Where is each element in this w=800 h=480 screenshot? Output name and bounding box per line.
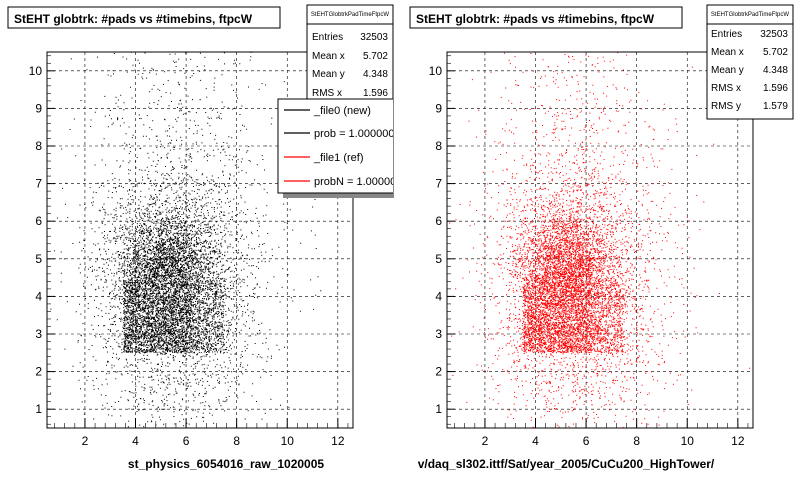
y-tick-label-8: 9: [35, 101, 42, 115]
x-tick-label-5: 12: [731, 434, 745, 448]
left-title: StEHT globtrk: #pads vs #timebins, ftpcW: [14, 12, 253, 26]
y-tick-label-9: 10: [29, 64, 43, 78]
right-stats-label-2: Mean y: [711, 65, 744, 76]
y-tick-label-6: 7: [35, 177, 42, 191]
x-tick-label-0: 2: [82, 434, 89, 448]
y-tick-label-4: 5: [35, 252, 42, 266]
y-tick-label-1: 2: [435, 365, 442, 379]
x-tick-label-4: 10: [281, 434, 295, 448]
right-stats-value-3: 1.596: [763, 83, 788, 94]
x-tick-label-2: 6: [583, 434, 590, 448]
scatter-points-path: [449, 52, 751, 428]
y-tick-label-2: 3: [35, 327, 42, 341]
left-stats-value-3: 1.596: [363, 88, 388, 99]
left-stats-value-2: 4.348: [363, 69, 388, 80]
x-tick-label-5: 12: [331, 434, 345, 448]
x-tick-label-0: 2: [482, 434, 489, 448]
x-tick-label-2: 6: [183, 434, 190, 448]
right-scatter-points: [449, 52, 751, 428]
left-panel: StEHT globtrk: #pads vs #timebins, ftpcW…: [7, 4, 402, 471]
x-tick-label-4: 10: [681, 434, 695, 448]
x-tick-label-1: 4: [132, 434, 139, 448]
y-tick-label-6: 7: [435, 177, 442, 191]
y-tick-label-0: 1: [435, 402, 442, 416]
y-tick-label-3: 4: [35, 289, 42, 303]
y-tick-label-9: 10: [429, 64, 443, 78]
y-tick-label-1: 2: [35, 365, 42, 379]
left-title-box: [7, 6, 281, 29]
legend-box: _file0 (new) prob = 1.000000 _file1 (ref…: [277, 98, 402, 198]
x-tick-label-1: 4: [532, 434, 539, 448]
left-stats-value-0: 32503: [360, 32, 388, 43]
left-stats-label-0: Entries: [312, 32, 343, 43]
legend-entry-2: _file1 (ref): [313, 152, 364, 164]
left-stats-label-2: Mean y: [312, 69, 345, 80]
y-tick-label-0: 1: [35, 402, 42, 416]
left-stats-value-1: 5.702: [363, 51, 388, 62]
left-x-axis-label: st_physics_6054016_raw_1020005: [128, 457, 324, 471]
y-tick-label-4: 5: [435, 252, 442, 266]
right-stats-label-0: Entries: [711, 29, 742, 40]
right-stats-name: StEHTGlobtrkPadTimeFtpcW: [711, 12, 789, 18]
right-stats-value-4: 1.579: [763, 101, 788, 112]
right-panel: StEHT globtrk: #pads vs #timebins, ftpcW…: [409, 4, 794, 471]
y-tick-label-2: 3: [435, 327, 442, 341]
right-stats-label-3: RMS x: [711, 83, 741, 94]
y-tick-label-5: 6: [435, 214, 442, 228]
right-stats-value-0: 32503: [760, 29, 788, 40]
left-scatter-points: [50, 51, 332, 428]
y-tick-label-3: 4: [435, 289, 442, 303]
right-title: StEHT globtrk: #pads vs #timebins, ftpcW: [416, 12, 655, 26]
right-stats-label-4: RMS y: [711, 101, 741, 112]
left-stats-label-1: Mean x: [312, 51, 345, 62]
y-tick-label-8: 9: [435, 101, 442, 115]
x-tick-label-3: 8: [633, 434, 640, 448]
right-stats-label-1: Mean x: [711, 47, 744, 58]
legend-entry-3: probN = 1.000000: [314, 176, 402, 188]
scatter-points-path: [50, 51, 332, 428]
left-stats-label-3: RMS x: [312, 88, 342, 99]
right-title-box: [409, 6, 683, 29]
y-tick-label-7: 8: [35, 139, 42, 153]
right-stats-box: StEHTGlobtrkPadTimeFtpcW Entries 32503 M…: [706, 4, 794, 120]
x-tick-label-3: 8: [233, 434, 240, 448]
legend-entry-1: prob = 1.000000: [314, 128, 394, 140]
y-tick-label-5: 6: [35, 214, 42, 228]
right-x-axis-label: v/daq_sl302.ittf/Sat/year_2005/CuCu200_H…: [418, 457, 715, 471]
right-stats-value-2: 4.348: [763, 65, 788, 76]
legend-entry-0: _file0 (new): [313, 105, 371, 117]
right-stats-value-1: 5.702: [763, 47, 788, 58]
y-tick-label-7: 8: [435, 139, 442, 153]
left-stats-name: StEHTGlobtrkPadTimeFtpcW: [311, 12, 389, 18]
